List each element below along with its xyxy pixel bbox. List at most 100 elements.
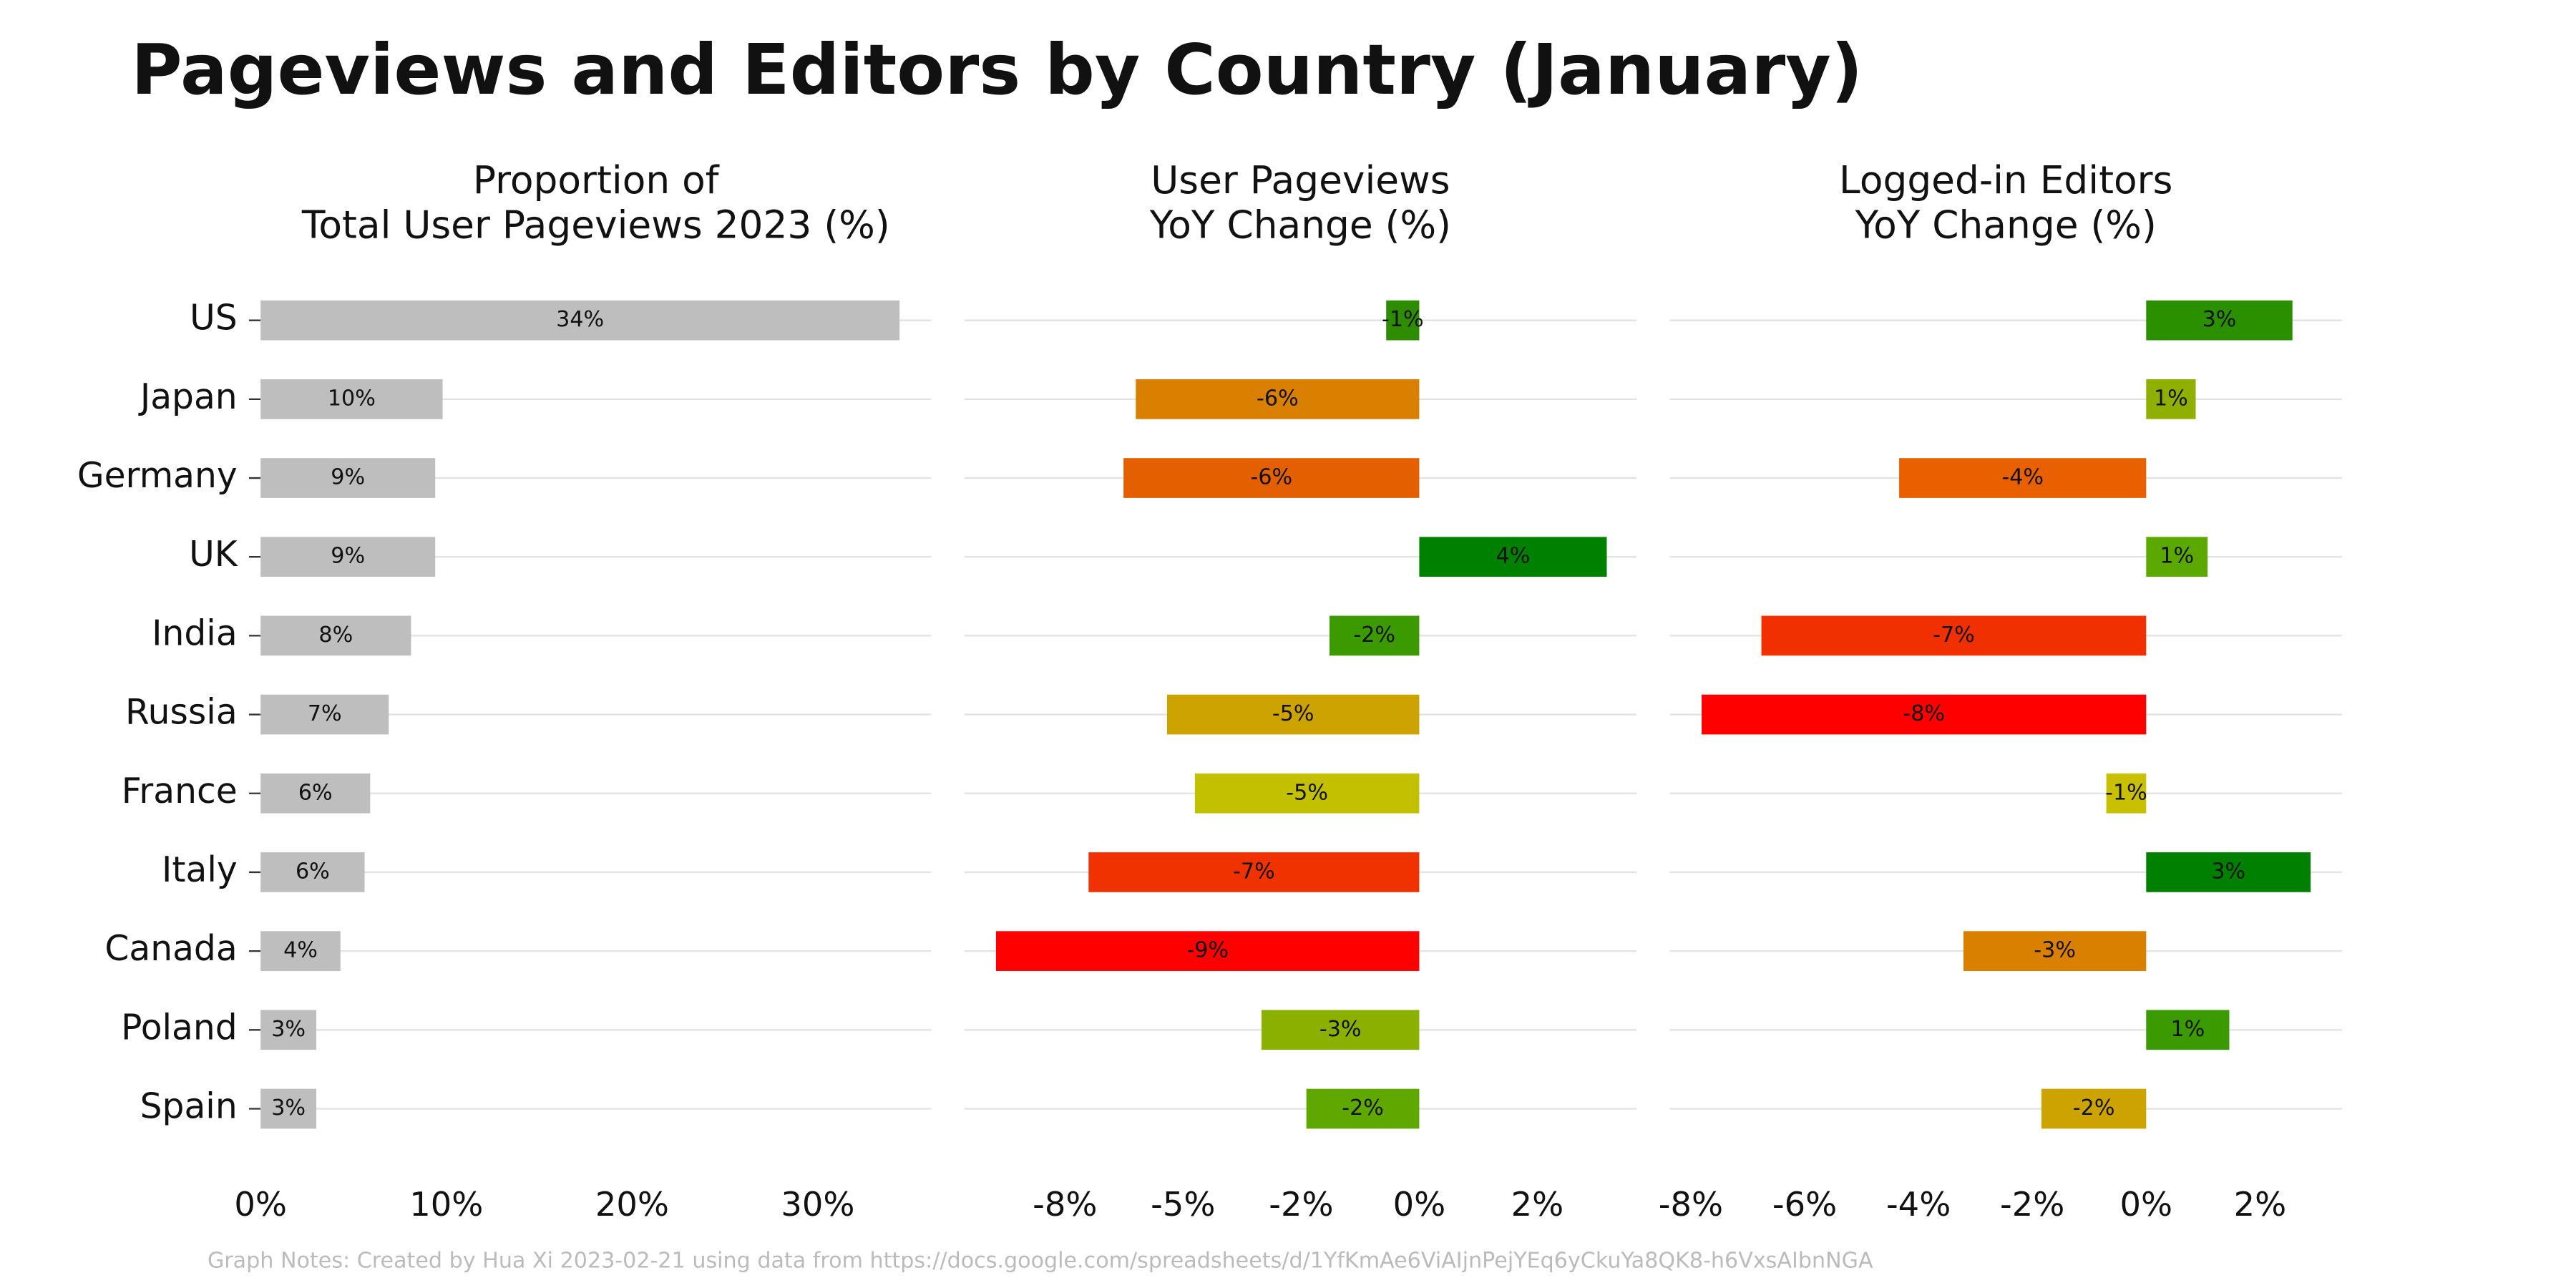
graph-note: Graph Notes: Created by Hua Xi 2023-02-2…: [208, 1248, 1873, 1273]
value-label: -7%: [1933, 623, 1975, 648]
y-tick-label: Poland: [121, 1008, 238, 1048]
bar: [2146, 852, 2311, 892]
bar: [260, 379, 443, 419]
y-tick-label: Germany: [77, 456, 238, 496]
bar: [2106, 773, 2147, 814]
value-label: 8%: [318, 623, 353, 648]
value-label: 1%: [2160, 544, 2194, 569]
y-tick-label: France: [122, 771, 238, 811]
value-label: -8%: [1903, 701, 1945, 726]
value-label: -2%: [1342, 1096, 1384, 1121]
bar: [260, 1010, 317, 1050]
bar: [2146, 300, 2293, 341]
y-tick-label: India: [152, 613, 238, 653]
y-tick-label: UK: [189, 535, 238, 575]
value-label: -2%: [1353, 623, 1395, 648]
y-tick-label: Canada: [104, 929, 237, 969]
value-label: -7%: [1233, 859, 1275, 884]
x-tick-label: 2%: [2234, 1185, 2287, 1224]
y-tick-label: Spain: [140, 1086, 238, 1126]
value-label: -6%: [1257, 386, 1299, 411]
y-tick-label: Japan: [138, 377, 238, 417]
x-tick-label: 20%: [595, 1185, 669, 1224]
bar: [1088, 852, 1420, 892]
bar: [260, 931, 341, 971]
bar: [1963, 931, 2147, 971]
value-label: -5%: [1286, 780, 1328, 805]
bar: [995, 931, 1420, 971]
bar: [260, 1088, 317, 1129]
value-label: 7%: [308, 701, 342, 726]
x-tick-label: 0%: [2120, 1185, 2173, 1224]
y-tick-label: Russia: [125, 693, 238, 733]
bar: [1899, 458, 2147, 498]
value-label: -9%: [1186, 938, 1229, 963]
value-label: -6%: [1250, 465, 1292, 490]
y-tick-label: US: [190, 298, 238, 338]
bar: [2146, 379, 2196, 419]
bar: [2146, 1010, 2230, 1050]
x-tick-label: -2%: [1269, 1185, 1333, 1224]
x-tick-label: 2%: [1511, 1185, 1564, 1224]
panel-title: Logged-in Editors: [1839, 157, 2172, 203]
bar: [260, 537, 436, 577]
value-label: 4%: [1496, 544, 1531, 569]
bar: [260, 300, 900, 341]
x-tick-label: -4%: [1886, 1185, 1951, 1224]
bar: [1386, 300, 1420, 341]
value-label: -3%: [2034, 938, 2076, 963]
value-label: 34%: [556, 307, 604, 332]
bar: [1702, 694, 2147, 735]
value-label: -1%: [2105, 780, 2147, 805]
bar: [2146, 537, 2208, 577]
value-label: 1%: [2154, 386, 2188, 411]
x-tick-label: 30%: [781, 1185, 854, 1224]
bar: [1761, 615, 2147, 656]
panel-title: Proportion of: [473, 157, 720, 203]
value-label: 3%: [271, 1017, 306, 1042]
value-label: -5%: [1272, 701, 1314, 726]
value-label: 3%: [2211, 859, 2245, 884]
x-tick-label: -6%: [1772, 1185, 1837, 1224]
bar: [1136, 379, 1420, 419]
value-label: 4%: [283, 938, 318, 963]
value-label: -1%: [1382, 307, 1424, 332]
bar: [1419, 537, 1607, 577]
value-label: -4%: [2001, 465, 2044, 490]
bar: [2041, 1088, 2147, 1129]
chart-title: Pageviews and Editors by Country (Januar…: [131, 29, 1863, 110]
bar: [1123, 458, 1420, 498]
value-label: 10%: [328, 386, 376, 411]
value-label: 1%: [2170, 1017, 2205, 1042]
panel-title: YoY Change (%): [1855, 202, 2157, 247]
panel-title: YoY Change (%): [1149, 202, 1451, 247]
x-tick-label: 10%: [409, 1185, 483, 1224]
x-tick-label: 0%: [234, 1185, 287, 1224]
bar: [1194, 773, 1420, 814]
x-tick-label: -2%: [2000, 1185, 2064, 1224]
bar: [1166, 694, 1420, 735]
x-tick-label: -8%: [1033, 1185, 1097, 1224]
value-label: 3%: [271, 1096, 306, 1121]
panel-title: Total User Pageviews 2023 (%): [301, 202, 890, 247]
value-label: -2%: [2073, 1096, 2115, 1121]
value-label: -3%: [1319, 1017, 1362, 1042]
bar: [1329, 615, 1420, 656]
y-tick-label: Italy: [162, 850, 238, 890]
bar: [260, 615, 411, 656]
x-tick-label: 0%: [1393, 1185, 1446, 1224]
bar: [260, 458, 436, 498]
bar: [260, 852, 365, 892]
bar: [260, 694, 389, 735]
value-label: 9%: [331, 544, 365, 569]
x-tick-label: -8%: [1659, 1185, 1723, 1224]
x-tick-label: -5%: [1151, 1185, 1215, 1224]
value-label: 6%: [298, 780, 333, 805]
value-label: 3%: [2202, 307, 2237, 332]
value-label: 9%: [331, 465, 365, 490]
bar: [1306, 1088, 1420, 1129]
bar: [1261, 1010, 1420, 1050]
bar: [260, 773, 371, 814]
panel-title: User Pageviews: [1151, 157, 1450, 203]
